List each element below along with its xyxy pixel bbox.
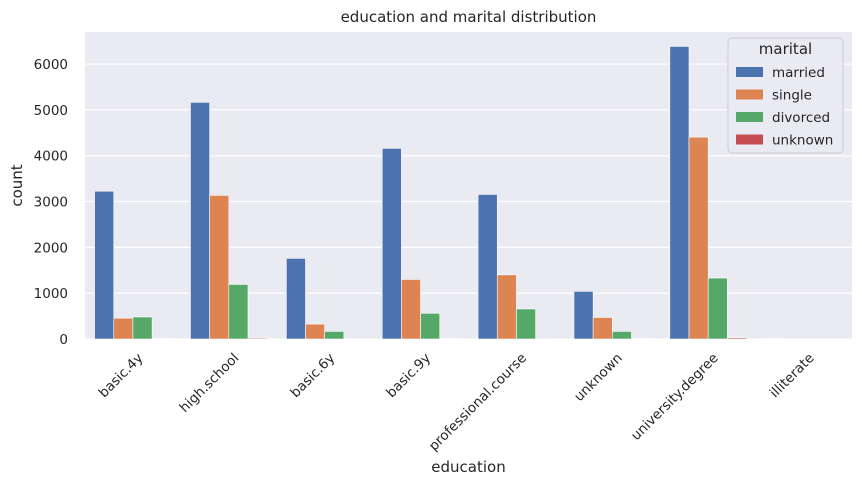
bar-divorced bbox=[612, 331, 632, 340]
legend-swatch-unknown bbox=[736, 134, 763, 145]
x-tick-label: high.school bbox=[177, 350, 243, 416]
bar-married bbox=[286, 258, 306, 340]
legend-title: marital bbox=[759, 40, 812, 58]
bar-single bbox=[688, 136, 709, 340]
bar-married bbox=[477, 194, 498, 340]
legend: marital married single divorced unknown bbox=[727, 37, 844, 154]
bar-married bbox=[94, 190, 115, 340]
bar-unknown bbox=[727, 337, 747, 340]
x-axis-ticks: basic.4y high.school basic.6y basic.9yprofe… bbox=[96, 350, 818, 454]
bar-married bbox=[381, 148, 402, 340]
bar-married bbox=[765, 338, 786, 340]
x-tick-label: unknown bbox=[571, 350, 626, 405]
chart-title: education and marital distribution bbox=[341, 8, 597, 26]
x-axis-title: education bbox=[431, 458, 505, 476]
y-tick-label: 2000 bbox=[34, 240, 68, 256]
legend-swatch-married bbox=[736, 67, 763, 77]
bars bbox=[94, 46, 824, 340]
bar-divorced bbox=[516, 308, 536, 340]
legend-label-divorced: divorced bbox=[772, 110, 830, 126]
legend-swatch-single bbox=[736, 89, 763, 100]
bar-married bbox=[190, 102, 210, 340]
x-tick-label: professional.course bbox=[426, 350, 530, 454]
y-tick-label: 6000 bbox=[34, 57, 68, 73]
bar-single bbox=[209, 195, 230, 340]
legend-label-unknown: unknown bbox=[772, 133, 833, 149]
x-tick-label: basic.4y bbox=[96, 350, 147, 401]
legend-label-single: single bbox=[772, 88, 812, 104]
y-axis-title: count bbox=[8, 164, 26, 206]
bar-single bbox=[113, 317, 134, 340]
bar-single bbox=[401, 279, 421, 340]
bar-unknown bbox=[247, 337, 268, 340]
x-tick-label: illiterate bbox=[767, 350, 818, 401]
bar-unknown bbox=[535, 338, 556, 340]
bar-married bbox=[573, 291, 594, 340]
bar-single bbox=[305, 323, 325, 340]
legend-box bbox=[727, 37, 844, 154]
x-tick-label: basic.9y bbox=[383, 350, 434, 401]
x-tick-label: university.degree bbox=[628, 350, 722, 444]
y-tick-label: 0 bbox=[59, 332, 68, 348]
bar-divorced bbox=[132, 316, 153, 340]
bar-divorced bbox=[228, 284, 249, 340]
y-tick-label: 1000 bbox=[34, 286, 68, 302]
y-tick-label: 4000 bbox=[34, 149, 68, 165]
bar-married bbox=[669, 46, 690, 340]
y-tick-label: 3000 bbox=[34, 195, 68, 211]
bar-single bbox=[496, 274, 517, 340]
y-tick-label: 5000 bbox=[34, 103, 68, 119]
y-axis-ticks: 0 1000 2000 3000 4000 5000 6000 bbox=[34, 57, 68, 348]
bar-divorced bbox=[707, 277, 728, 340]
legend-swatch-divorced bbox=[736, 112, 763, 122]
bar-divorced bbox=[420, 313, 441, 340]
x-tick-label: basic.6y bbox=[287, 350, 338, 401]
bar-divorced bbox=[324, 331, 345, 340]
legend-label-married: married bbox=[772, 65, 825, 81]
bar-single bbox=[592, 317, 613, 340]
